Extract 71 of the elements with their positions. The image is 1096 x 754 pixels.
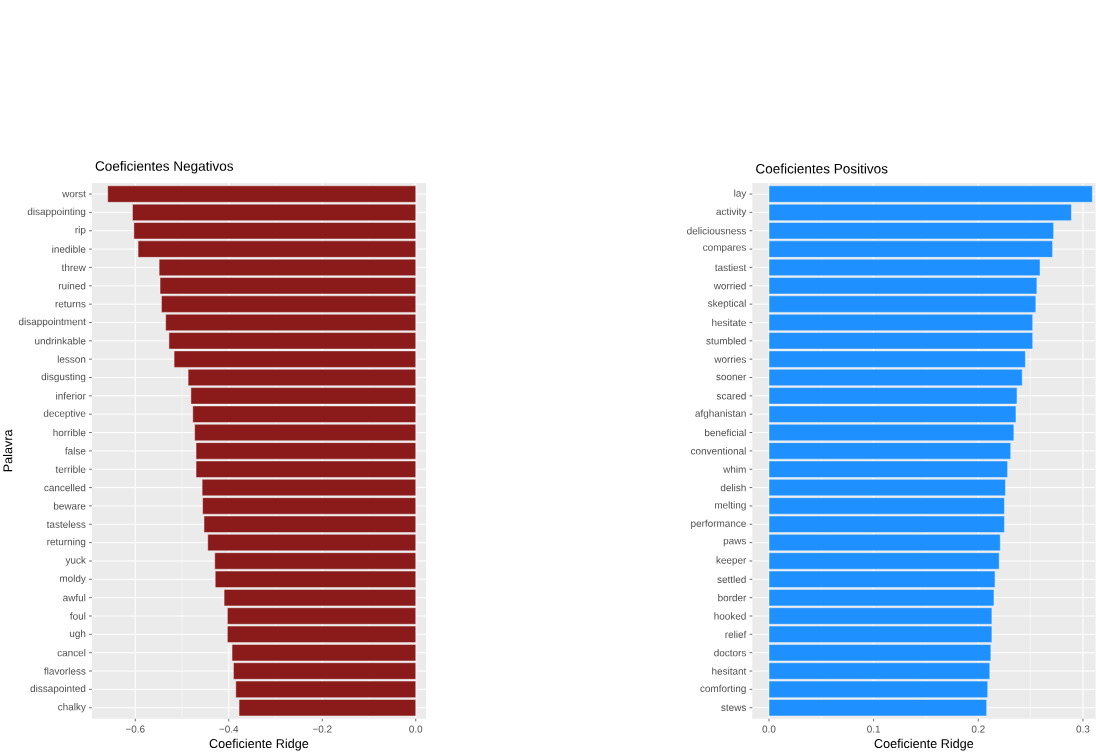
y-tick-label: returns — [55, 301, 86, 308]
y-tick-label: disappointment — [18, 318, 86, 328]
y-tick-label: border — [718, 594, 747, 602]
y-tick-label: worried — [713, 282, 746, 290]
y-tick-label: stumbled — [706, 337, 746, 345]
y-tick-label: settled — [717, 575, 746, 584]
x-tick-label: −0.4 — [219, 725, 239, 733]
y-tick-label: tastiest — [715, 264, 747, 272]
x-tick-label: −0.6 — [125, 725, 145, 733]
y-tick-label: performance — [691, 519, 746, 530]
y-tick-label: dissapointed — [30, 684, 86, 695]
y-tick-label: activity — [716, 207, 747, 218]
y-tick-label: sooner — [716, 375, 747, 381]
y-tick-label: false — [65, 447, 86, 455]
x-tick-label: −0.2 — [312, 725, 332, 733]
y-tick-label: disappointing — [27, 207, 86, 218]
y-tick-label: cancel — [57, 649, 86, 657]
y-tick-label: worst — [62, 191, 86, 198]
y-tick-label: ugh — [69, 629, 86, 640]
y-tick-label: hooked — [714, 612, 746, 620]
y-tick-label: tasteless — [46, 520, 86, 529]
y-tick-label: relief — [725, 630, 747, 639]
y-tick-label: comforting — [700, 684, 746, 695]
y-tick-label: disgusting — [41, 373, 86, 383]
y-tick-label: terrible — [55, 465, 86, 474]
y-tick-label: returning — [47, 538, 86, 548]
y-tick-label: afghanistan — [695, 409, 746, 420]
y-tick-label: melting — [714, 501, 746, 511]
x-axis-title: Coeficiente Ridge — [874, 738, 974, 751]
y-tick-label: rip — [75, 226, 86, 236]
x-tick-label: 0.1 — [867, 725, 881, 733]
x-tick-label: 0.2 — [971, 725, 985, 733]
chart-title: Coeficientes Positivos — [756, 163, 888, 174]
x-tick-label: 0.0 — [409, 725, 423, 733]
y-tick-label: paws — [723, 539, 746, 547]
y-tick-label: hesitant — [712, 667, 747, 675]
x-axis-title: Coeficiente Ridge — [209, 738, 309, 751]
x-tick-label: 0.3 — [1076, 725, 1090, 733]
y-tick-label: inedible — [52, 245, 86, 253]
y-tick-label: cancelled — [44, 484, 86, 492]
y-tick-label: keeper — [716, 556, 747, 566]
y-tick-label: lesson — [57, 355, 86, 364]
y-tick-label: delish — [720, 484, 746, 492]
y-axis-title: Palavra — [3, 429, 13, 472]
chart-title: Coeficientes Negativos — [95, 161, 234, 174]
y-tick-label: hesitate — [712, 319, 746, 327]
y-tick-label: undrinkable — [35, 337, 86, 345]
y-tick-label: ruined — [58, 282, 86, 290]
y-tick-label: foul — [70, 612, 86, 620]
y-tick-label: beware — [53, 502, 86, 510]
y-tick-label: deceptive — [43, 409, 86, 420]
y-tick-label: whim — [723, 465, 746, 474]
y-tick-label: flavorless — [44, 667, 86, 675]
y-tick-label: deliciousness — [687, 227, 746, 235]
y-tick-label: worries — [714, 355, 746, 364]
y-tick-label: inferior — [56, 392, 86, 400]
y-tick-label: horrible — [53, 429, 86, 437]
y-tick-label: moldy — [60, 574, 86, 585]
y-tick-label: beneficial — [704, 429, 746, 437]
y-tick-label: chalky — [58, 703, 86, 713]
y-tick-label: doctors — [714, 649, 746, 657]
y-tick-label: compares — [703, 245, 746, 254]
y-tick-label: threw — [61, 264, 86, 272]
x-tick-label: 0.0 — [762, 725, 776, 733]
y-tick-label: yuck — [65, 556, 86, 566]
y-tick-label: stews — [721, 704, 746, 712]
y-tick-label: conventional — [690, 447, 746, 455]
y-tick-label: skeptical — [707, 299, 746, 309]
y-tick-label: awful — [63, 594, 86, 602]
y-tick-label: scared — [716, 392, 746, 400]
y-tick-label: lay — [734, 189, 747, 199]
